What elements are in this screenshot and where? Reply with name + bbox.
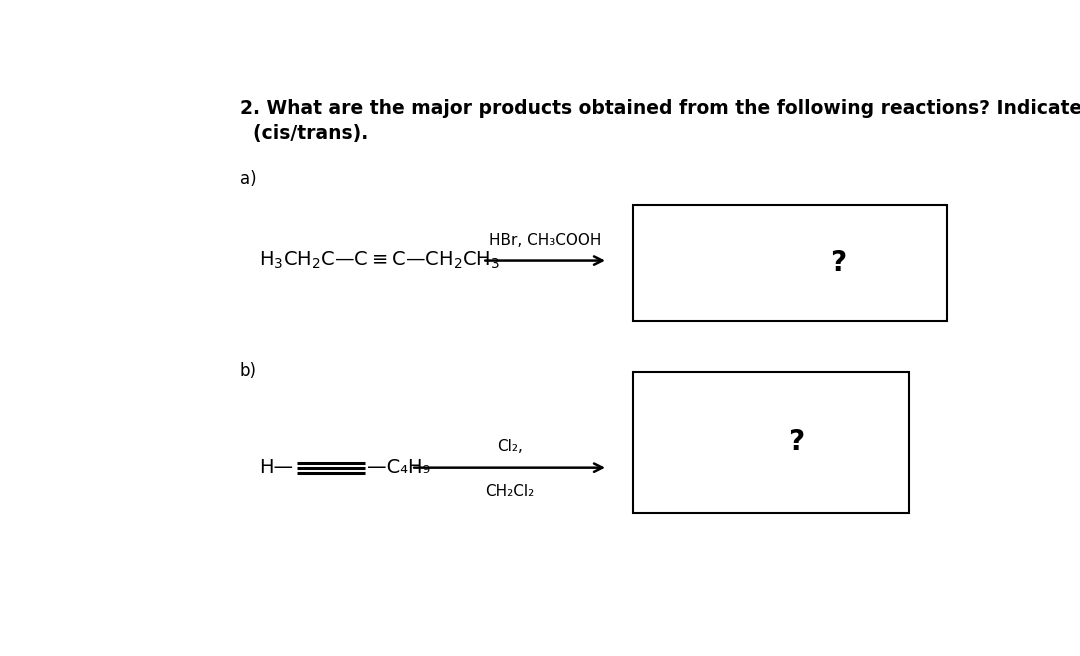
Bar — [633, 372, 909, 513]
Text: H$_3$CH$_2$C—C$\equiv$C—CH$_2$CH$_3$: H$_3$CH$_2$C—C$\equiv$C—CH$_2$CH$_3$ — [259, 250, 500, 271]
Text: H—: H— — [259, 458, 293, 477]
Bar — [633, 205, 947, 321]
Text: CH₂Cl₂: CH₂Cl₂ — [485, 484, 535, 499]
Text: (cis/trans).: (cis/trans). — [240, 124, 368, 143]
Text: —C₄H₉: —C₄H₉ — [367, 458, 430, 477]
Text: 2. What are the major products obtained from the following reactions? Indicate t: 2. What are the major products obtained … — [240, 99, 1080, 118]
Text: ?: ? — [788, 428, 805, 457]
Text: a): a) — [240, 170, 256, 188]
Text: b): b) — [240, 361, 257, 380]
Text: Cl₂,: Cl₂, — [497, 438, 523, 453]
Text: HBr, CH₃COOH: HBr, CH₃COOH — [489, 233, 602, 248]
Text: ?: ? — [831, 249, 846, 277]
